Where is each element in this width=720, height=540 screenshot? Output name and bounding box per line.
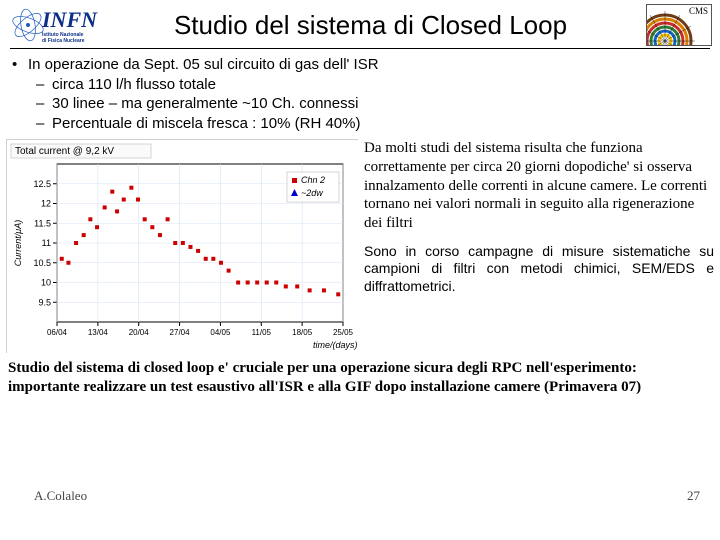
- svg-text:13/04: 13/04: [88, 328, 109, 337]
- bullet-sub: Percentuale di miscela fresca : 10% (RH …: [28, 114, 710, 134]
- infn-sub2: di Fisica Nucleare: [42, 39, 97, 45]
- svg-text:time/(days): time/(days): [313, 340, 358, 350]
- svg-text:25/05: 25/05: [333, 328, 354, 337]
- footer-page-number: 27: [687, 488, 700, 504]
- svg-text:18/05: 18/05: [292, 328, 313, 337]
- svg-text:11: 11: [42, 238, 51, 248]
- svg-text:Chn 2: Chn 2: [301, 175, 325, 185]
- svg-text:11.5: 11.5: [34, 218, 51, 228]
- chart-container: Total current @ 9,2 kV 9.5 10 10.5 11 11.5 12 1…: [6, 139, 358, 353]
- divider: [10, 48, 710, 49]
- svg-text:04/05: 04/05: [210, 328, 231, 337]
- paragraph-measures: Sono in corso campagne di misure sistema…: [364, 243, 714, 296]
- paragraph-main: Da molti studi del sistema risulta che f…: [364, 139, 714, 233]
- cms-label: CMS: [689, 6, 708, 16]
- bullet-sub: circa 110 l/h flusso totale: [28, 75, 710, 95]
- svg-text:9.5: 9.5: [38, 297, 51, 307]
- bullet-main: In operazione da Sept. 05 sul circuito d…: [28, 55, 710, 75]
- bullet-list: In operazione da Sept. 05 sul circuito d…: [0, 55, 720, 139]
- svg-text:06/04: 06/04: [47, 328, 68, 337]
- bottom-summary: Studio del sistema di closed loop e' cru…: [0, 353, 720, 397]
- svg-text:27/04: 27/04: [170, 328, 191, 337]
- footer-author: A.Colaleo: [34, 488, 87, 504]
- svg-text:12.5: 12.5: [33, 179, 51, 189]
- svg-text:12: 12: [41, 199, 51, 209]
- cms-logo: CMS: [646, 4, 712, 46]
- svg-text:Current/μA): Current/μA): [13, 220, 23, 266]
- svg-text:10.5: 10.5: [33, 258, 51, 268]
- bullet-sub: 30 linee – ma generalmente ~10 Ch. conne…: [28, 94, 710, 114]
- infn-title: INFN: [42, 7, 97, 33]
- svg-text:20/04: 20/04: [129, 328, 150, 337]
- svg-text:10: 10: [41, 278, 51, 288]
- infn-logo: INFN Istituto Nazionale di Fisica Nuclea…: [8, 5, 103, 45]
- svg-text:Total current @ 9,2 kV: Total current @ 9,2 kV: [15, 146, 114, 157]
- svg-text:11/05: 11/05: [252, 328, 272, 337]
- page-title: Studio del sistema di Closed Loop: [103, 10, 646, 41]
- svg-text:~2dw: ~2dw: [301, 188, 323, 198]
